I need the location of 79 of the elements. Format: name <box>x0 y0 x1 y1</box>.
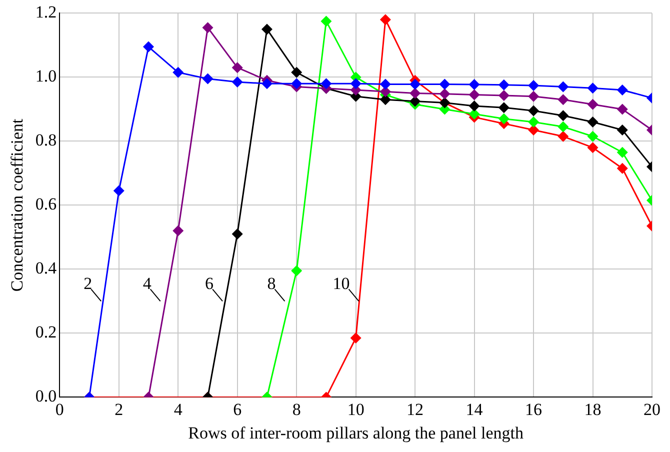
y-tick-label: 0.2 <box>35 322 57 342</box>
y-tick-label: 0.4 <box>35 258 58 278</box>
point <box>587 142 598 154</box>
point <box>468 89 480 100</box>
point <box>439 88 450 100</box>
point <box>587 130 598 142</box>
x-tick-label: 0 <box>55 400 64 419</box>
point <box>528 80 540 92</box>
annotation: 6 <box>205 274 214 294</box>
y-tick-label: 1.2 <box>35 2 57 22</box>
point <box>143 41 154 52</box>
y-tick-label: 1.0 <box>35 66 57 86</box>
point <box>350 332 362 344</box>
point <box>498 79 510 90</box>
x-tick-label: 14 <box>466 400 484 419</box>
point <box>320 78 332 90</box>
point <box>498 113 510 124</box>
point <box>410 88 421 99</box>
x-tick-label: 10 <box>347 400 364 419</box>
point <box>468 79 480 90</box>
point <box>558 110 569 122</box>
point <box>558 94 569 106</box>
x-axis-title: Rows of inter-room pillars along the panel length <box>188 423 524 442</box>
point <box>232 76 243 88</box>
point <box>439 78 450 90</box>
y-axis-title: Concentration coefficient <box>8 118 27 292</box>
point <box>468 100 480 112</box>
annotation: 8 <box>267 274 276 294</box>
point <box>616 124 628 136</box>
point <box>558 121 569 132</box>
point <box>616 146 628 158</box>
point <box>558 130 569 142</box>
x-tick-label: 20 <box>644 400 660 419</box>
point <box>261 78 272 90</box>
point <box>291 66 302 78</box>
point <box>528 105 540 116</box>
point <box>587 116 598 128</box>
annotation: 4 <box>142 274 152 294</box>
point <box>380 94 391 106</box>
point <box>616 162 628 174</box>
point <box>232 62 243 74</box>
point <box>468 108 480 120</box>
point <box>172 225 184 236</box>
point <box>202 22 214 34</box>
x-tick-label: 6 <box>233 400 242 419</box>
y-tick-label: 0.0 <box>35 386 57 406</box>
point <box>558 81 569 92</box>
point <box>380 14 391 26</box>
y-tick-label: 0.8 <box>35 130 57 150</box>
point <box>410 78 421 90</box>
point <box>291 78 302 90</box>
point <box>320 16 332 27</box>
x-tick-label: 4 <box>174 400 183 419</box>
point <box>113 185 124 196</box>
point <box>380 78 391 90</box>
point <box>528 90 540 102</box>
x-tick-label: 2 <box>114 400 124 419</box>
annotation: 2 <box>84 274 92 294</box>
point <box>498 90 510 101</box>
point <box>291 265 302 276</box>
x-tick-label: 16 <box>525 400 542 419</box>
x-tick-label: 12 <box>406 400 424 419</box>
annotation: 10 <box>332 274 350 294</box>
y-tick-label: 0.6 <box>35 194 57 214</box>
point <box>498 102 510 114</box>
x-tick-label: 8 <box>292 400 301 419</box>
point <box>587 98 598 110</box>
point <box>587 82 598 94</box>
point <box>232 228 243 240</box>
x-tick-label: 18 <box>584 400 602 419</box>
point <box>410 96 421 107</box>
point <box>202 73 214 84</box>
point <box>350 78 362 90</box>
point <box>528 124 540 136</box>
point <box>528 116 540 128</box>
point <box>172 66 184 78</box>
point <box>616 104 628 115</box>
point <box>261 24 272 35</box>
point <box>616 84 628 96</box>
